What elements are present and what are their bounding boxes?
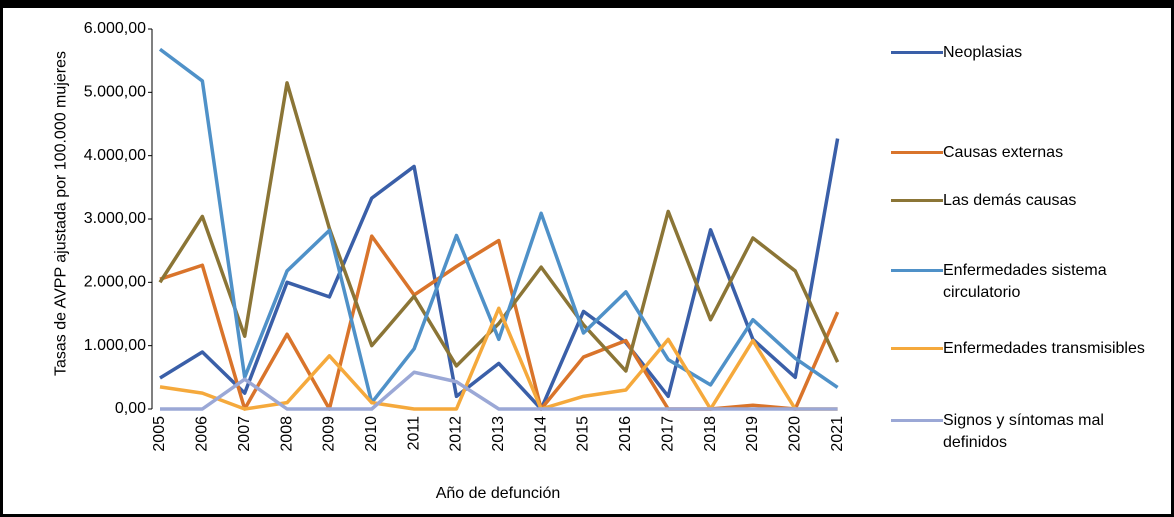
x-tick-label: 2018 bbox=[702, 416, 719, 452]
x-tick-label: 2016 bbox=[617, 416, 634, 452]
series-line bbox=[158, 47, 839, 405]
legend-swatch bbox=[891, 51, 943, 54]
legend-label: Signos y síntomas mal definidos bbox=[943, 412, 1104, 451]
series-line bbox=[159, 138, 840, 411]
x-tick-label: 2017 bbox=[659, 416, 676, 452]
legend-item: Neoplasias bbox=[891, 42, 1161, 64]
series-line bbox=[158, 81, 840, 373]
legend-swatch bbox=[891, 199, 943, 202]
x-tick-label: 2019 bbox=[744, 416, 761, 452]
x-tick-label: 2007 bbox=[236, 416, 253, 452]
series-line bbox=[159, 306, 838, 411]
legend-label: Causas externas bbox=[943, 144, 1064, 161]
x-tick-label: 2021 bbox=[829, 416, 846, 452]
x-tick-label: 2014 bbox=[532, 416, 549, 452]
series-line bbox=[160, 370, 838, 411]
legend-label: Neoplasias bbox=[943, 44, 1023, 61]
x-tick-label: 2015 bbox=[575, 416, 592, 452]
x-tick-label: 2013 bbox=[490, 416, 507, 452]
x-tick-label: 2020 bbox=[786, 416, 803, 452]
legend-label: Enfermedades sistema circulatorio bbox=[943, 262, 1107, 301]
x-axis-label: Año de defunción bbox=[436, 485, 561, 502]
legend-item: Signos y síntomas mal definidos bbox=[891, 410, 1161, 454]
y-tick-label: 1.000,00 bbox=[84, 337, 146, 354]
y-tick-label: 6.000,00 bbox=[84, 20, 146, 37]
y-axis-label: Tasas de AVPP ajustada por 100.000 mujer… bbox=[52, 51, 70, 376]
x-tick-label: 2009 bbox=[321, 416, 338, 452]
legend-swatch bbox=[891, 419, 943, 422]
x-tick-label: 2006 bbox=[194, 416, 211, 452]
y-tick-label: 2.000,00 bbox=[84, 274, 146, 291]
y-tick-label: 0,00 bbox=[115, 400, 146, 417]
plot: Año de defunción 0,00 1.000,00 2.000,00 3.0… bbox=[84, 20, 846, 502]
legend-item: Causas externas bbox=[891, 142, 1161, 164]
legend-swatch bbox=[891, 151, 943, 154]
legend-label: Enfermedades transmisibles bbox=[943, 340, 1145, 357]
legend-item: Las demás causas bbox=[891, 190, 1161, 212]
legend-label: Las demás causas bbox=[943, 192, 1077, 209]
y-tick-label: 5.000,00 bbox=[84, 84, 146, 101]
x-tick-label: 2010 bbox=[363, 416, 380, 452]
legend-item: Enfermedades transmisibles bbox=[891, 338, 1161, 360]
x-tick-label: 2008 bbox=[278, 416, 295, 452]
x-tick-label: 2005 bbox=[151, 416, 168, 452]
x-tick-label: 2011 bbox=[405, 416, 422, 451]
legend-swatch bbox=[891, 347, 943, 350]
x-tick-label: 2012 bbox=[448, 416, 465, 452]
legend-item: Enfermedades sistema circulatorio bbox=[891, 260, 1161, 304]
legend-swatch bbox=[891, 269, 943, 272]
y-tick-label: 4.000,00 bbox=[84, 147, 146, 164]
y-tick-label: 3.000,00 bbox=[84, 210, 146, 227]
